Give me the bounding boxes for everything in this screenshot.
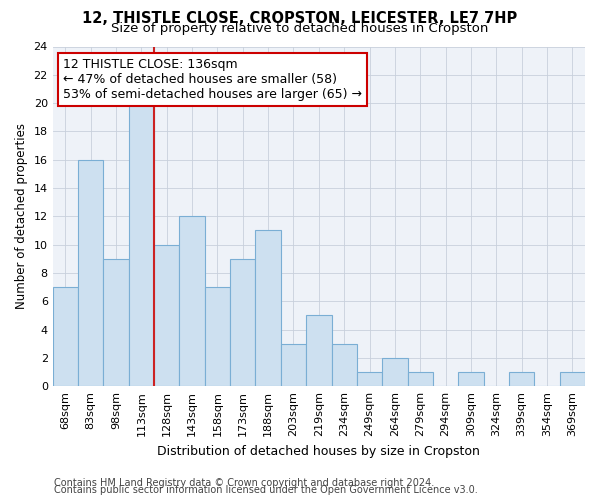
Bar	[129, 103, 154, 386]
Text: Contains HM Land Registry data © Crown copyright and database right 2024.: Contains HM Land Registry data © Crown c…	[54, 478, 434, 488]
Bar	[357, 372, 382, 386]
Bar	[407, 372, 433, 386]
Bar	[205, 287, 230, 386]
Bar	[230, 259, 256, 386]
Text: Contains public sector information licensed under the Open Government Licence v3: Contains public sector information licen…	[54, 485, 478, 495]
Bar	[560, 372, 585, 386]
Y-axis label: Number of detached properties: Number of detached properties	[15, 124, 28, 310]
Bar	[179, 216, 205, 386]
Bar	[103, 259, 129, 386]
Text: Size of property relative to detached houses in Cropston: Size of property relative to detached ho…	[112, 22, 488, 35]
Bar	[154, 244, 179, 386]
Bar	[509, 372, 535, 386]
Bar	[382, 358, 407, 386]
Bar	[53, 287, 78, 386]
Bar	[458, 372, 484, 386]
Bar	[78, 160, 103, 386]
Bar	[306, 316, 332, 386]
Bar	[332, 344, 357, 386]
Bar	[281, 344, 306, 386]
X-axis label: Distribution of detached houses by size in Cropston: Distribution of detached houses by size …	[157, 444, 480, 458]
Text: 12, THISTLE CLOSE, CROPSTON, LEICESTER, LE7 7HP: 12, THISTLE CLOSE, CROPSTON, LEICESTER, …	[82, 11, 518, 26]
Text: 12 THISTLE CLOSE: 136sqm
← 47% of detached houses are smaller (58)
53% of semi-d: 12 THISTLE CLOSE: 136sqm ← 47% of detach…	[64, 58, 362, 102]
Bar	[256, 230, 281, 386]
